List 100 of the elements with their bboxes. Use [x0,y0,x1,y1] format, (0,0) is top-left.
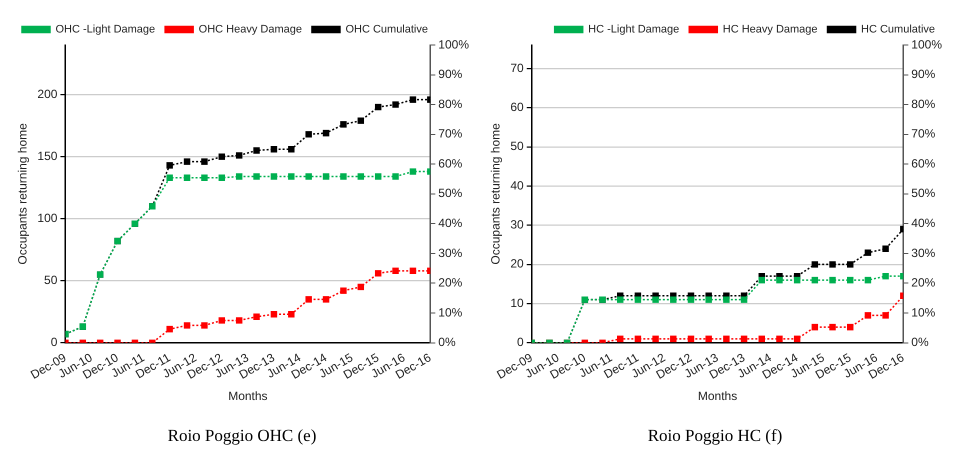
point [166,174,173,181]
point [201,322,208,329]
point [776,336,783,342]
y2-tick-label: 10% [911,305,936,320]
point [305,131,312,138]
point [670,296,677,303]
point [392,173,399,180]
y2-tick-label: 0% [911,335,929,350]
point [358,284,364,290]
point [410,96,416,103]
y2-tick-label: 100% [438,37,470,52]
point [794,336,800,342]
point [652,296,659,303]
x-axis-title: Months [698,389,738,404]
y2-tick-label: 90% [438,67,463,82]
point [847,324,854,330]
legend-label: OHC Cumulative [345,24,428,36]
y2-tick-label: 30% [911,246,936,260]
point [882,246,889,252]
point [776,276,783,284]
point [270,146,278,152]
point [340,287,347,294]
point [812,261,818,268]
point [705,336,712,342]
y2-tick-label: 20% [911,276,936,290]
y2-tick-label: 60% [438,156,463,170]
y-tick-label: 20 [510,256,524,271]
point [829,324,836,330]
point [705,296,712,303]
y2-tick-label: 80% [438,96,463,111]
text: Roio Poggio OHC (e) [166,426,318,446]
y2-tick-label: 100% [911,37,942,52]
y-tick-label: 150 [37,148,58,163]
point [322,173,330,180]
y2-tick-label: 50% [911,186,936,200]
point [864,276,872,284]
point [218,174,226,181]
legend-label: OHC -Light Damage [56,24,156,36]
point [270,173,278,180]
point [184,322,190,329]
y2-tick-label: 50% [438,186,463,200]
point [288,146,295,152]
point [758,336,765,342]
point [634,336,642,342]
point [253,173,260,180]
y2-tick-label: 40% [911,216,936,230]
point [374,173,382,180]
point [670,336,677,342]
legend-label: HC Cumulative [861,24,936,36]
x-axis-title: Months [228,389,268,404]
point [740,336,748,342]
y2-tick-label: 70% [438,126,463,141]
point [305,296,312,303]
point [340,173,347,180]
point [236,152,242,159]
point [166,326,173,332]
y2-tick-label: 40% [438,216,463,230]
y-tick-label: 60 [510,100,524,114]
point [723,296,730,303]
y2-tick-label: 10% [438,305,463,320]
y2-tick-label: 30% [438,246,463,260]
point [288,173,295,180]
point [201,174,208,181]
point [184,174,190,181]
point [288,311,295,318]
point [184,158,190,165]
y-axis-title: Occupants returning home [488,122,503,265]
y2-tick-label: 70% [911,126,936,141]
point [794,276,800,284]
y2-tick-label: 20% [438,276,463,290]
point [688,296,694,303]
point [374,104,382,110]
y-tick-label: 0 [50,335,58,350]
point [864,312,872,319]
point [688,336,694,342]
point [847,276,854,284]
y-tick-label: 0 [517,335,524,350]
point [652,336,659,342]
point [322,130,330,136]
point [864,249,872,256]
y-tick-label: 40 [510,178,524,192]
y2-tick-label: 80% [911,96,936,111]
text: Roio Poggio HC (f) [646,426,784,446]
point [758,276,765,284]
y-tick-label: 100 [37,211,58,226]
point [812,324,818,330]
point [305,173,312,180]
point [358,173,364,180]
point [253,147,260,154]
point [358,117,364,124]
point [723,336,730,342]
y-tick-label: 70 [510,60,524,75]
y-axis-title: Occupants returning home [16,122,30,265]
point [634,296,642,303]
y2-tick-label: 0% [438,335,456,350]
point [392,268,399,274]
y-tick-label: 50 [44,273,58,288]
y-tick-label: 50 [510,139,524,154]
point [270,311,278,318]
y2-tick-label: 90% [911,67,936,82]
